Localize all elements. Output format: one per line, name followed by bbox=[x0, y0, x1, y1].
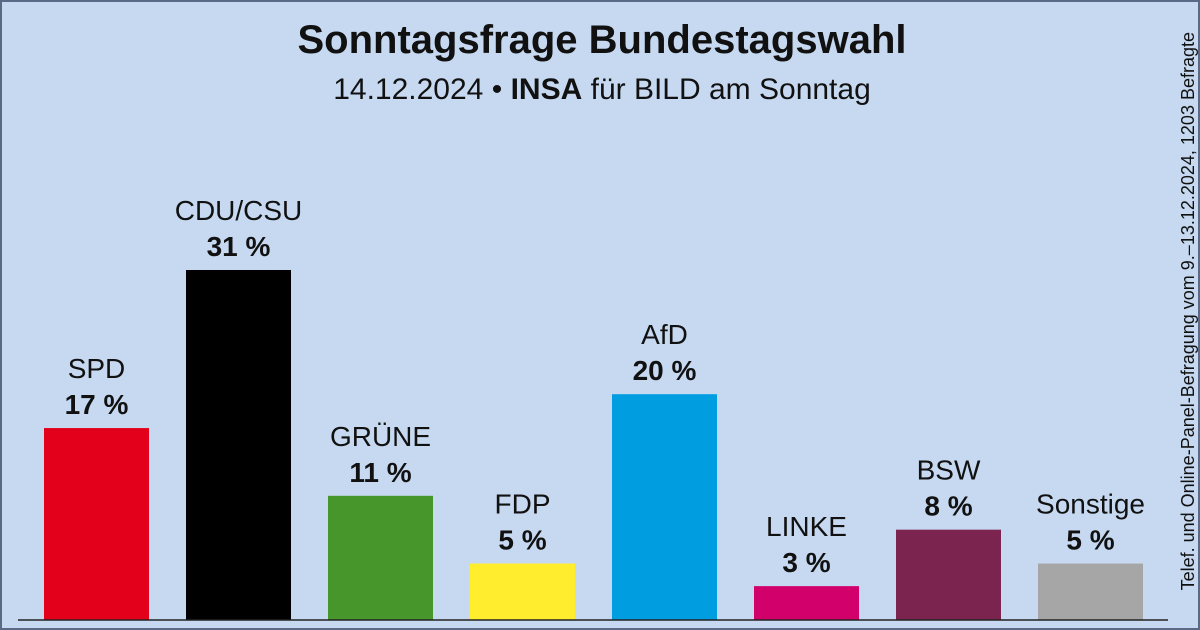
bar-category-label: CDU/CSU bbox=[175, 195, 303, 226]
bar-bsw bbox=[896, 529, 1001, 620]
bar-linke bbox=[754, 586, 859, 620]
bar-value-label: 17 % bbox=[65, 389, 129, 420]
subtitle-separator: • bbox=[491, 73, 503, 106]
bar-category-label: Sonstige bbox=[1036, 489, 1145, 520]
bar-category-label: FDP bbox=[495, 489, 551, 520]
bar-value-label: 5 % bbox=[498, 525, 546, 556]
bar-category-label: BSW bbox=[917, 455, 981, 486]
subtitle-institute: INSA bbox=[510, 73, 583, 106]
bar-spd bbox=[44, 428, 149, 620]
bar-category-label: GRÜNE bbox=[330, 421, 431, 452]
bar-value-label: 5 % bbox=[1066, 525, 1114, 556]
chart-subtitle: 14.12.2024 • INSA für BILD am Sonntag bbox=[2, 72, 1200, 108]
bar-value-label: 11 % bbox=[349, 457, 411, 488]
bar-value-label: 8 % bbox=[924, 491, 972, 522]
bar-value-label: 3 % bbox=[782, 547, 830, 578]
chart-title: Sonntagsfrage Bundestagswahl bbox=[297, 18, 907, 62]
bar-afd bbox=[612, 394, 717, 620]
bar-gr-ne bbox=[328, 495, 433, 620]
bar-category-label: AfD bbox=[641, 319, 688, 350]
subtitle-client: für BILD am Sonntag bbox=[590, 73, 871, 106]
bar-category-label: LINKE bbox=[766, 511, 847, 542]
bar-fdp bbox=[470, 563, 575, 620]
bar-value-label: 31 % bbox=[207, 231, 271, 262]
bar-sonstige bbox=[1038, 563, 1143, 620]
bar-category-label: SPD bbox=[68, 353, 126, 384]
bar-value-label: 20 % bbox=[633, 355, 697, 386]
bar-cdu-csu bbox=[186, 270, 291, 620]
subtitle-date: 14.12.2024 bbox=[333, 73, 484, 106]
